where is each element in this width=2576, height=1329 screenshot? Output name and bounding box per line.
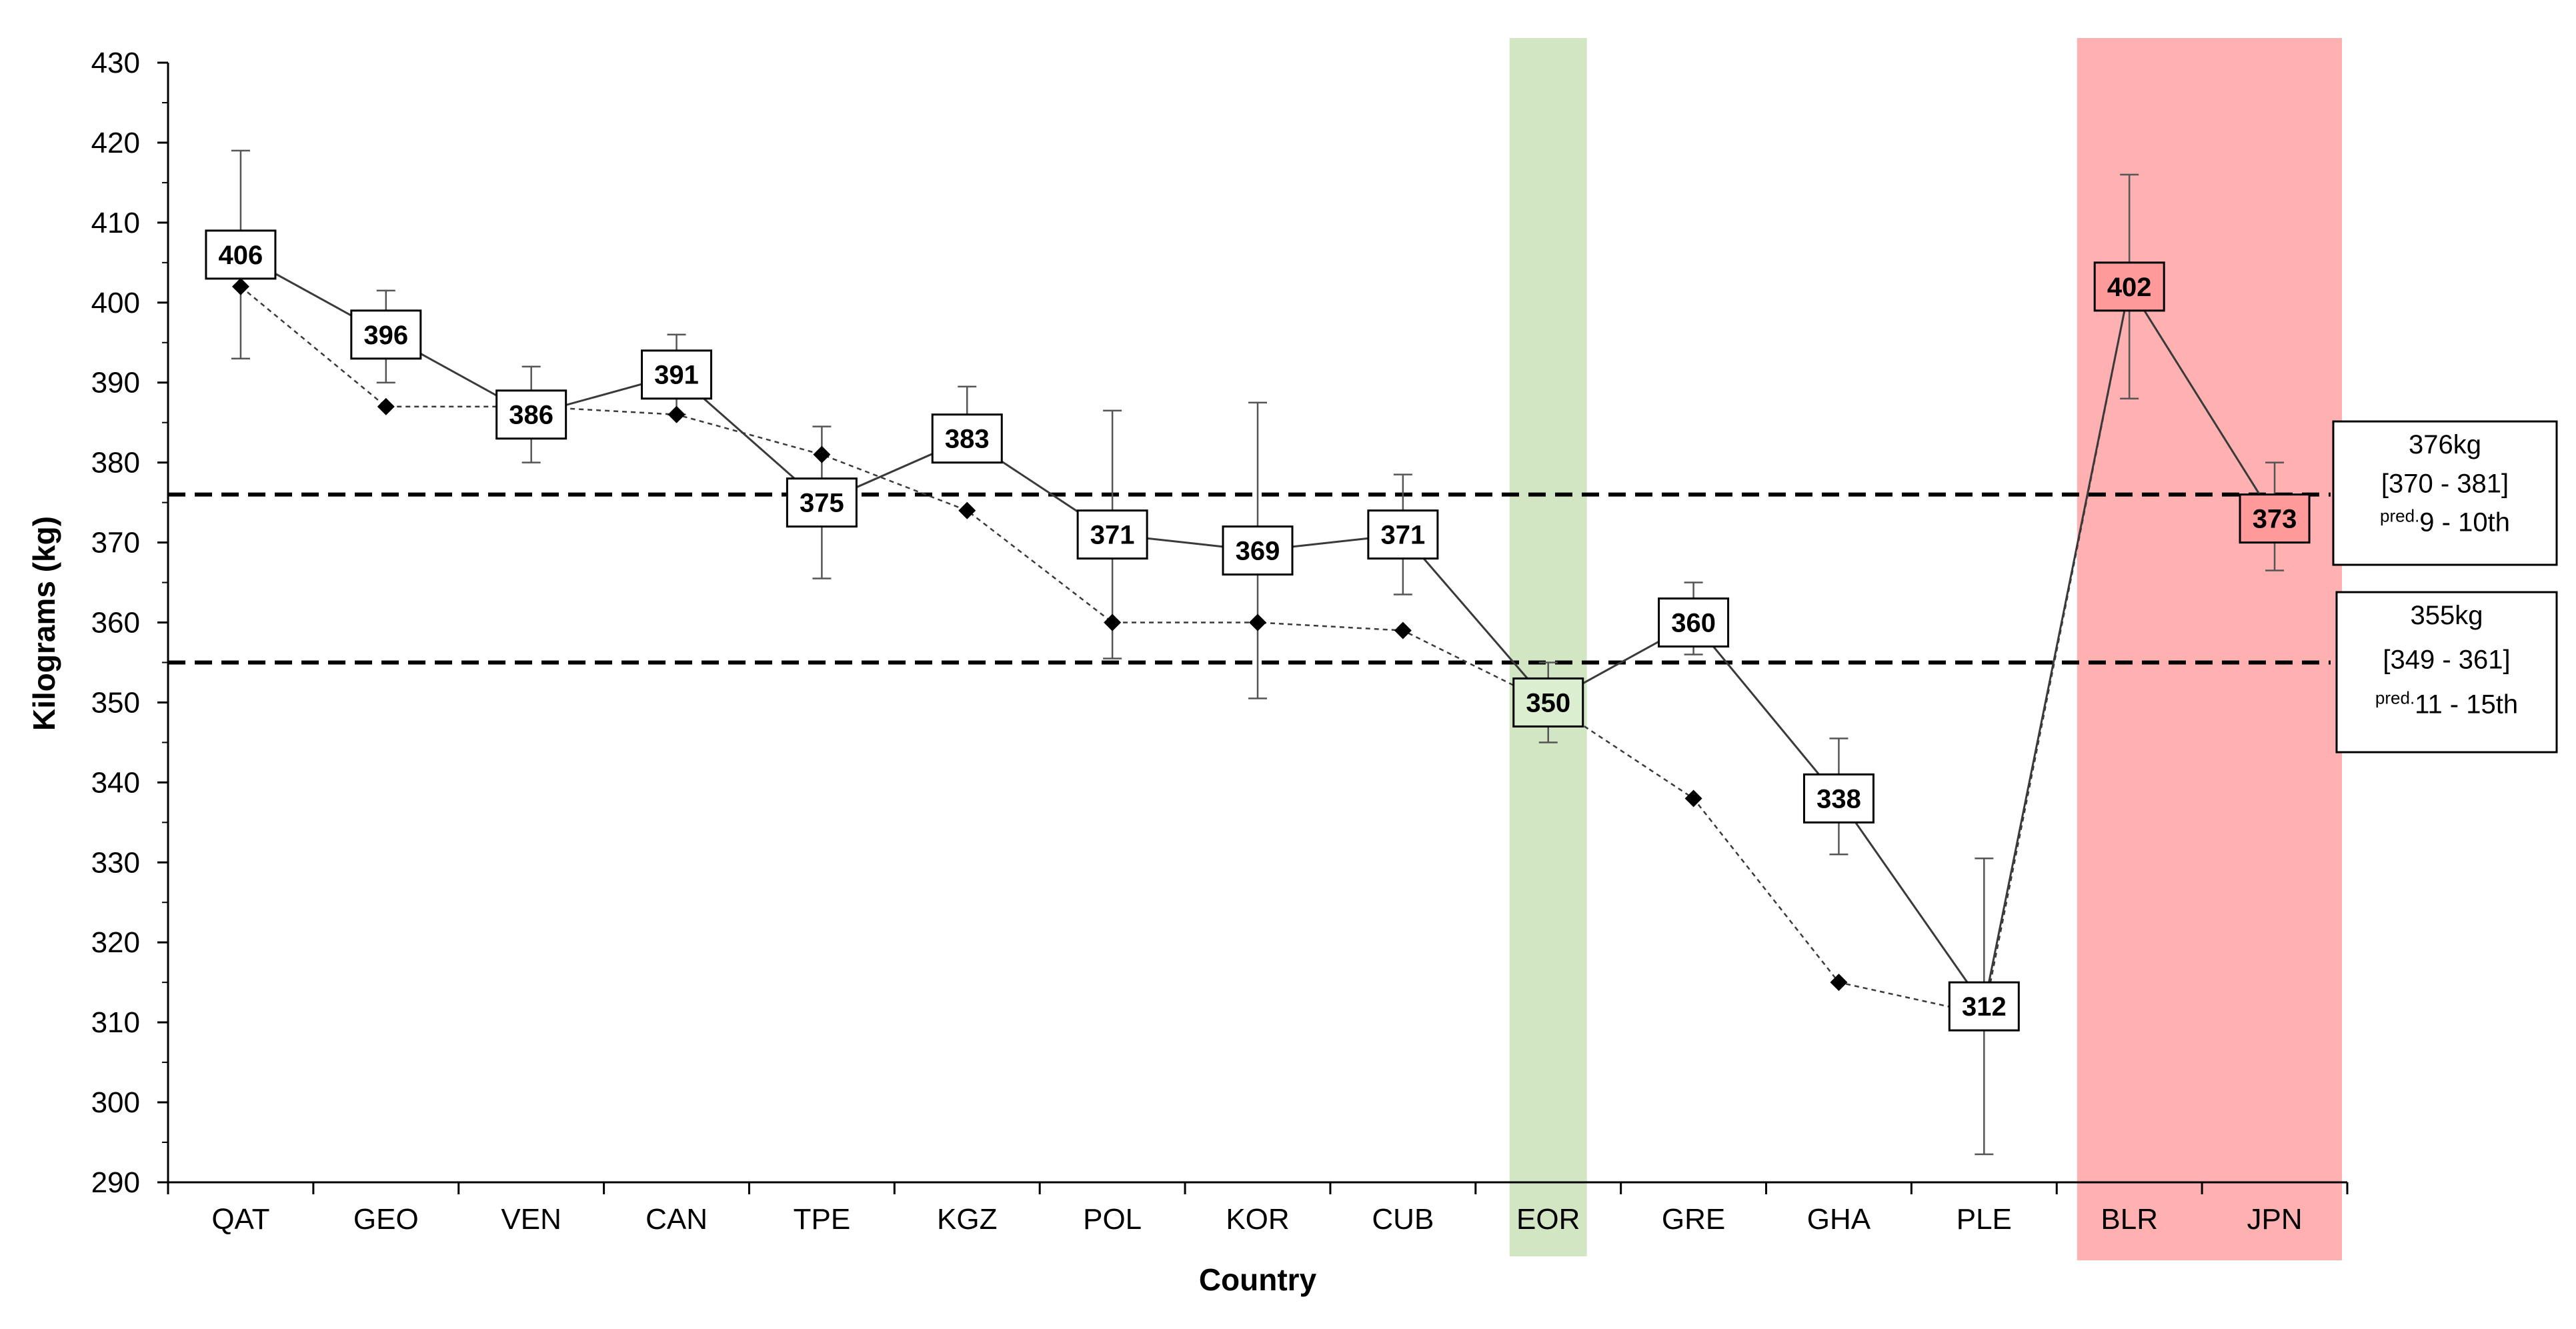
diamond-marker <box>377 397 395 415</box>
value-box <box>350 309 422 360</box>
x-tick-label: PLE <box>1957 1203 2012 1236</box>
diamond-marker <box>958 501 976 519</box>
value-label: 312 <box>1962 992 2007 1022</box>
value-box <box>786 477 858 528</box>
value-label: 360 <box>1671 609 1716 638</box>
value-label: 391 <box>654 361 699 390</box>
value-label: 386 <box>509 401 553 430</box>
diamond-marker <box>1104 613 1122 631</box>
x-tick-label: BLR <box>2101 1203 2158 1236</box>
x-tick-label: POL <box>1083 1203 1142 1236</box>
y-tick-label: 390 <box>91 367 140 399</box>
value-label: 338 <box>1816 784 1861 814</box>
value-label: 396 <box>363 321 408 350</box>
x-tick-label: CUB <box>1372 1203 1434 1236</box>
x-tick-label: JPN <box>2247 1203 2303 1236</box>
x-axis-title: Country <box>1199 1262 1317 1297</box>
x-tick-label: EOR <box>1516 1203 1580 1236</box>
reference-pred-line: pred.9 - 10th <box>2380 506 2510 537</box>
value-box <box>1802 773 1874 824</box>
diamond-marker <box>1830 974 1848 992</box>
reference-pred-sup: pred. <box>2380 506 2419 526</box>
y-tick-label: 420 <box>91 127 140 159</box>
reference-pred-rank: 11 - 15th <box>2415 690 2518 719</box>
highlight-band <box>2077 38 2342 1260</box>
x-tick-label: CAN <box>646 1203 708 1236</box>
reference-pred-line: pred.11 - 15th <box>2375 688 2518 719</box>
value-label: 375 <box>800 489 844 518</box>
diamond-marker <box>231 277 249 295</box>
y-tick-label: 310 <box>91 1006 140 1039</box>
y-axis-title: Kilograms (kg) <box>27 516 61 731</box>
y-tick-label: 320 <box>91 926 140 959</box>
y-tick-label: 330 <box>91 846 140 879</box>
value-boxes: 406 396 386 391 375 383 371 369 371 350 360 338 312 4… <box>205 229 2311 1032</box>
y-tick-label: 400 <box>91 287 140 319</box>
x-tick-label: GEO <box>353 1203 419 1236</box>
value-label: 406 <box>219 241 263 270</box>
y-tick-label: 380 <box>91 447 140 479</box>
x-tick-label: VEN <box>501 1203 561 1236</box>
reference-pred-sup: pred. <box>2375 688 2415 708</box>
x-tick-label: KGZ <box>937 1203 997 1236</box>
diamond-marker <box>668 405 686 423</box>
value-label: 350 <box>1526 688 1570 718</box>
value-box <box>205 229 277 280</box>
reference-pred-rank: 9 - 10th <box>2419 508 2510 537</box>
reference-text: 376kg <box>2409 430 2481 459</box>
reference-text: 355kg <box>2411 601 2483 630</box>
highlight-bands <box>1509 38 2342 1260</box>
diamond-marker <box>1249 613 1266 631</box>
value-label: 371 <box>1090 521 1135 550</box>
value-box <box>495 389 567 440</box>
y-tick-label: 370 <box>91 527 140 559</box>
y-tick-label: 290 <box>91 1166 140 1199</box>
y-tick-label: 350 <box>91 686 140 719</box>
y-tick-label: 430 <box>91 47 140 79</box>
value-box <box>2093 261 2165 312</box>
x-tick-label: TPE <box>794 1203 851 1236</box>
y-tick-label: 300 <box>91 1086 140 1119</box>
value-label: 369 <box>1236 537 1280 566</box>
value-label: 402 <box>2107 273 2152 302</box>
highlight-band <box>1509 38 1587 1256</box>
diamond-marker <box>813 445 831 463</box>
value-box <box>1948 981 2020 1032</box>
x-tick-label: QAT <box>211 1203 269 1236</box>
value-box <box>641 349 713 400</box>
value-label: 373 <box>2253 505 2297 534</box>
diamond-marker <box>1394 621 1412 639</box>
x-tick-label: GHA <box>1807 1203 1871 1236</box>
value-box <box>1367 509 1439 560</box>
value-label: 371 <box>1380 521 1425 550</box>
value-box <box>931 413 1003 464</box>
value-box <box>1658 597 1730 647</box>
y-tick-label: 410 <box>91 207 140 239</box>
x-tick-label: GRE <box>1662 1203 1725 1236</box>
reference-box <box>2332 420 2558 566</box>
value-box <box>1512 677 1584 728</box>
y-tick-label: 340 <box>91 766 140 799</box>
reference-lines <box>168 492 2331 665</box>
reference-text: [370 - 381] <box>2381 469 2509 498</box>
value-box <box>1222 525 1294 576</box>
value-box <box>1076 509 1148 560</box>
y-tick-label: 360 <box>91 607 140 639</box>
reference-text: [349 - 361] <box>2383 645 2510 675</box>
value-box <box>2239 493 2311 544</box>
x-tick-label: KOR <box>1226 1203 1289 1236</box>
diamond-marker <box>1684 790 1702 808</box>
axes: 290 300 310 320 330 340 350 360 370 380 390 400 410 4… <box>91 47 2349 1236</box>
value-label: 383 <box>945 425 990 454</box>
reference-box <box>2335 591 2558 754</box>
